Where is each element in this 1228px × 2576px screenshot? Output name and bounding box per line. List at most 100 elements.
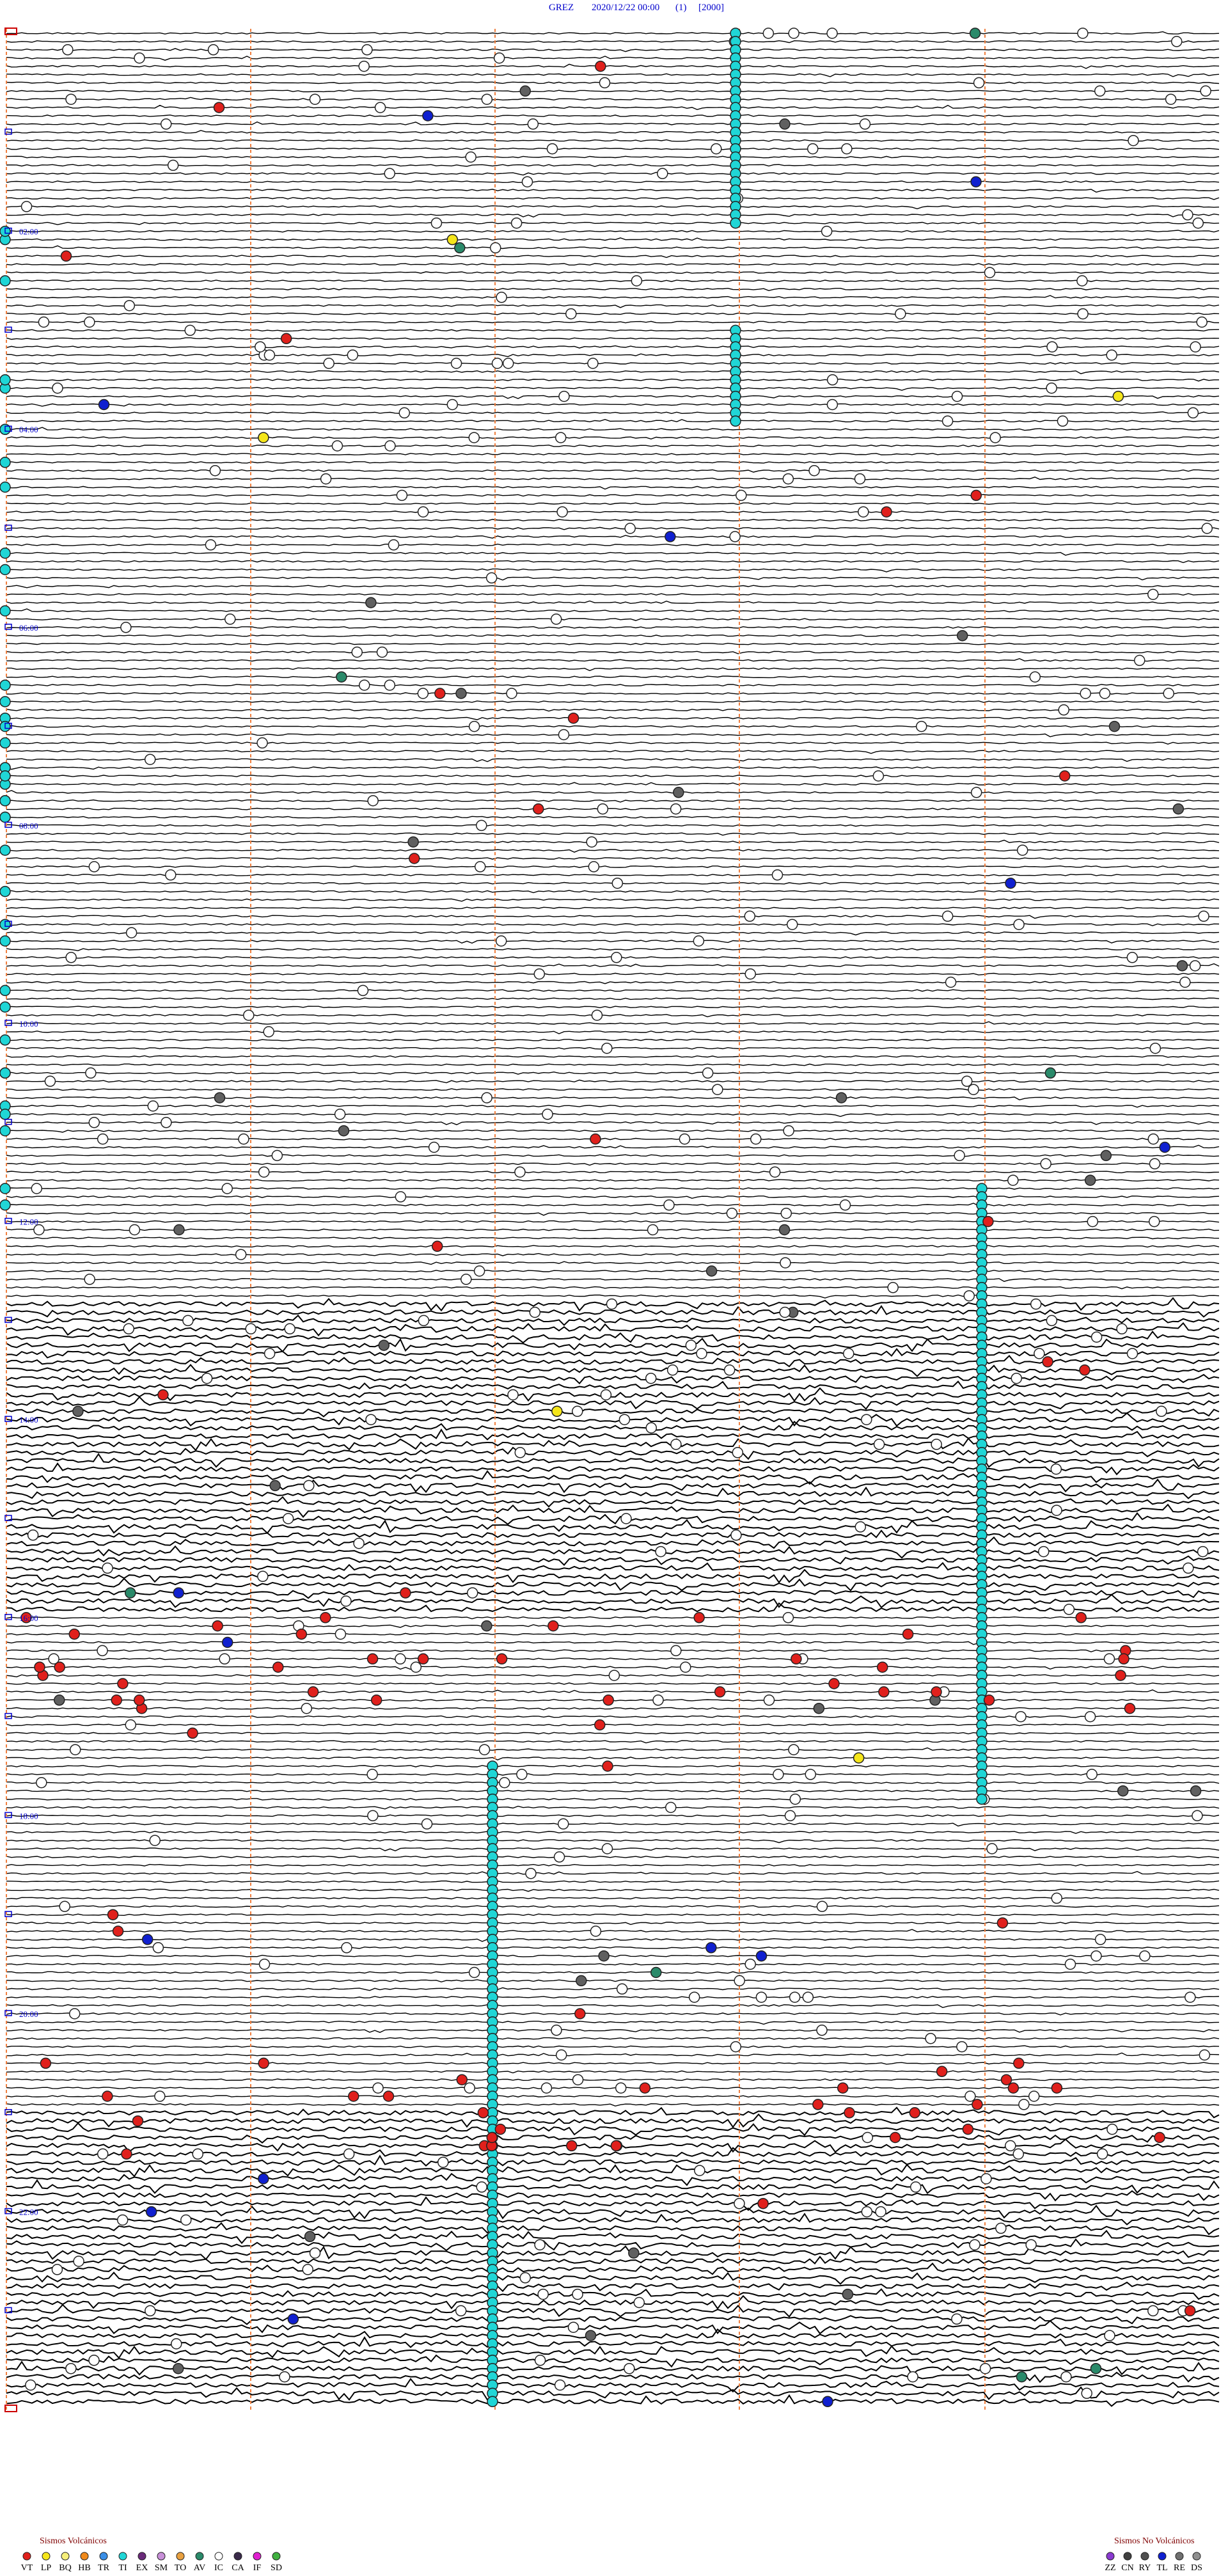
event <box>219 1653 230 1665</box>
trace <box>6 1593 1220 1609</box>
hour-bracket <box>4 2208 12 2215</box>
event <box>1133 654 1145 667</box>
event <box>65 952 77 963</box>
trace <box>6 692 1220 695</box>
event <box>466 1587 478 1599</box>
event <box>358 60 370 72</box>
event <box>861 2206 873 2218</box>
event <box>773 1769 784 1780</box>
event <box>213 102 225 113</box>
trace <box>6 519 1220 522</box>
event <box>876 1661 888 1673</box>
event <box>417 1653 429 1665</box>
trace <box>6 725 1220 728</box>
trace <box>6 2245 1220 2261</box>
event <box>663 1199 675 1211</box>
trace <box>6 1212 1220 1216</box>
event <box>519 2272 531 2284</box>
legend-title: Sismos No Volcánicos <box>1114 2536 1195 2546</box>
event <box>835 1092 847 1103</box>
trace <box>6 1545 1220 1559</box>
event <box>54 1661 65 1673</box>
event <box>778 1224 791 1236</box>
event <box>624 523 636 534</box>
event <box>33 1224 45 1236</box>
event <box>633 2296 645 2309</box>
event <box>112 1925 124 1937</box>
event <box>587 358 599 369</box>
event <box>611 952 622 963</box>
datetime: 2020/12/22 00:00 <box>592 3 659 13</box>
event <box>450 358 462 369</box>
event <box>972 2099 983 2110</box>
event <box>1090 1950 1102 1962</box>
trace <box>6 1203 1220 1206</box>
event <box>1034 1348 1045 1359</box>
header: GREZ 2020/12/22 00:00 (1) [2000] <box>549 3 724 13</box>
event <box>460 1274 472 1285</box>
event <box>606 1298 618 1310</box>
legend-marker <box>1140 2552 1149 2561</box>
event <box>696 1348 707 1359</box>
event <box>97 1645 108 1657</box>
trace <box>6 1831 1220 1834</box>
trace <box>6 774 1220 777</box>
trace <box>6 2163 1220 2177</box>
trace <box>6 1079 1220 1084</box>
legend-label: EX <box>136 2563 148 2573</box>
trace <box>6 2319 1220 2335</box>
event <box>631 275 643 287</box>
legend-marker <box>22 2552 31 2561</box>
event <box>970 787 982 798</box>
event <box>437 2156 449 2168</box>
event <box>1147 589 1159 600</box>
trace <box>6 799 1220 803</box>
trace <box>6 114 1220 117</box>
event <box>320 1612 331 1624</box>
event <box>812 2099 824 2110</box>
trace <box>6 1331 1220 1344</box>
time-label: 08:00 <box>19 821 38 830</box>
event <box>456 2074 468 2085</box>
trace <box>6 2122 1220 2137</box>
trace <box>6 230 1220 233</box>
event <box>757 2197 769 2209</box>
event <box>902 1628 914 1640</box>
event <box>1046 341 1058 352</box>
event <box>936 2066 948 2078</box>
event <box>0 770 11 782</box>
event <box>730 217 741 229</box>
trace <box>6 1641 1220 1645</box>
event <box>367 794 379 807</box>
event <box>837 2082 849 2094</box>
event <box>595 60 606 72</box>
event <box>556 506 568 518</box>
event <box>652 1695 664 1706</box>
hour-bracket <box>4 722 12 729</box>
trace <box>6 1657 1220 1662</box>
event <box>1149 1042 1161 1054</box>
event <box>887 1282 899 1293</box>
trace <box>6 2229 1220 2245</box>
event <box>395 1191 407 1203</box>
event <box>941 415 954 427</box>
event <box>1077 308 1089 320</box>
event <box>1084 1174 1096 1186</box>
event <box>1058 704 1069 716</box>
end-bracket <box>4 2405 17 2412</box>
event <box>0 811 11 823</box>
event <box>499 1777 510 1789</box>
trace <box>6 1905 1220 1908</box>
event <box>558 729 570 741</box>
event <box>34 1661 45 1673</box>
event <box>516 1769 528 1780</box>
event <box>372 2082 384 2094</box>
event <box>365 597 377 608</box>
event <box>730 1529 742 1541</box>
event <box>645 1372 657 1384</box>
event <box>925 2032 936 2044</box>
event <box>468 1966 480 1979</box>
trace <box>6 1088 1220 1091</box>
trace <box>6 362 1220 365</box>
event <box>534 2355 546 2366</box>
